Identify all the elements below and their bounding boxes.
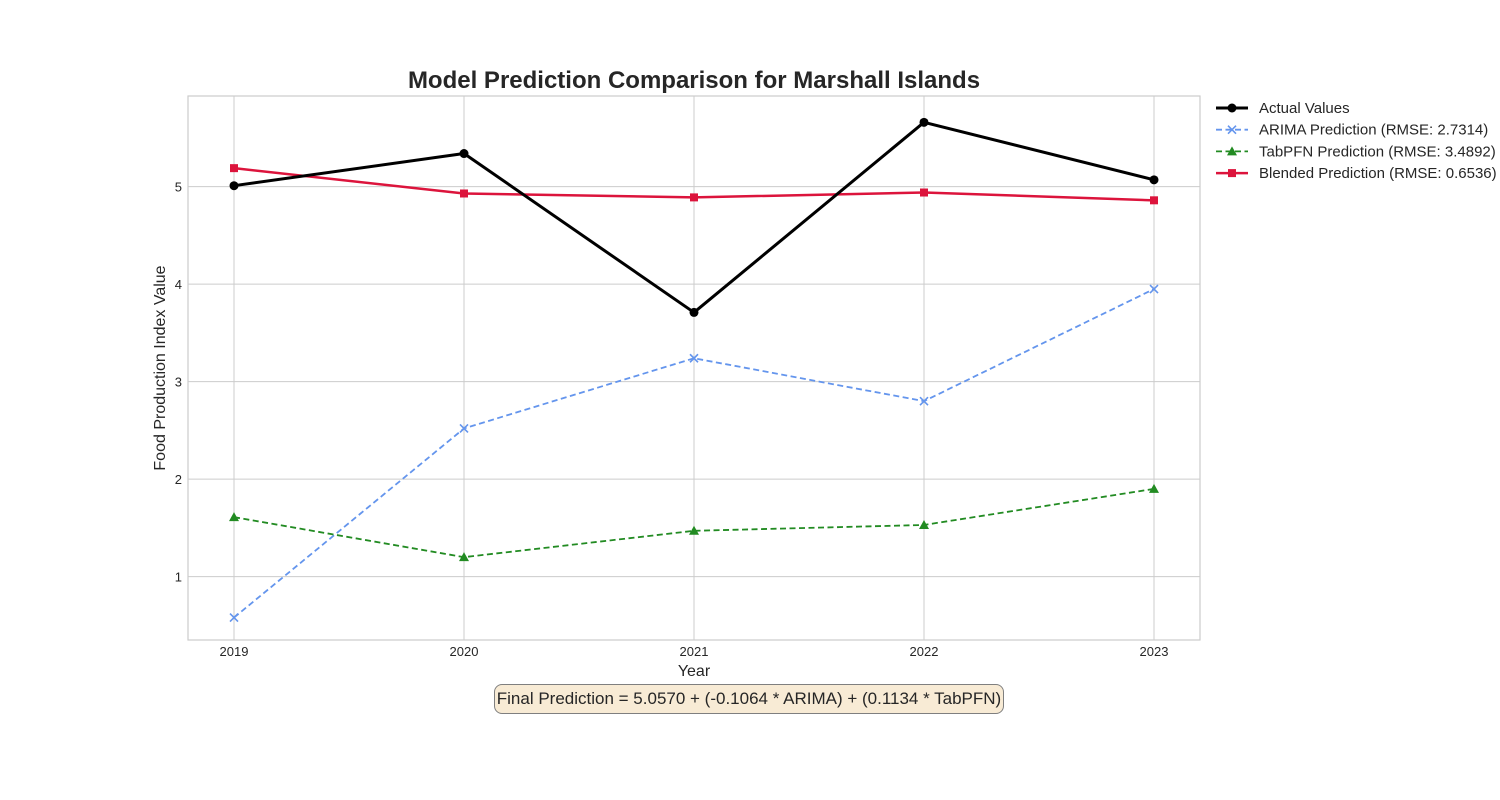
data-point	[229, 512, 239, 522]
y-tick-label: 1	[175, 570, 182, 585]
tick-labels: 2019 2020 2021 2022 2023 1 2 3 4 5	[175, 180, 1169, 659]
x-tick-label: 2022	[910, 644, 939, 659]
series-line	[233, 288, 1155, 619]
legend-marker	[1227, 103, 1237, 113]
x-tick-label: 2023	[1140, 644, 1169, 659]
legend-label: Blended Prediction (RMSE: 0.6536)	[1259, 165, 1497, 182]
y-tick-label: 2	[175, 472, 182, 487]
series-line	[233, 487, 1155, 559]
legend-marker	[1227, 146, 1237, 156]
series-1	[229, 284, 1159, 623]
data-point	[920, 188, 928, 197]
data-point	[1149, 284, 1159, 294]
data-point	[459, 552, 469, 562]
y-tick-label: 4	[175, 277, 182, 292]
data-point	[689, 525, 699, 535]
legend: Actual Values ARIMA Prediction (RMSE: 2.7…	[1216, 100, 1497, 182]
y-tick-label: 5	[175, 180, 182, 195]
data-point	[1149, 483, 1159, 493]
data-point	[230, 164, 238, 173]
data-point	[459, 423, 469, 434]
x-tick-label: 2019	[220, 644, 249, 659]
legend-label: TabPFN Prediction (RMSE: 3.4892)	[1259, 143, 1496, 160]
legend-entry: Actual Values	[1216, 100, 1350, 117]
grid	[188, 96, 1200, 640]
data-point	[689, 353, 699, 363]
data-point	[690, 193, 698, 202]
legend-label: ARIMA Prediction (RMSE: 2.7314)	[1259, 122, 1488, 139]
x-tick-label: 2021	[680, 644, 709, 659]
data-point	[229, 613, 239, 623]
data-point	[919, 519, 929, 529]
legend-label: Actual Values	[1259, 100, 1350, 117]
plot-frame	[187, 95, 1201, 641]
legend-entry: TabPFN Prediction (RMSE: 3.4892)	[1216, 143, 1496, 160]
data-point	[459, 149, 469, 159]
chart-title: Model Prediction Comparison for Marshall…	[408, 67, 980, 94]
data-point	[1150, 196, 1158, 205]
series-layer	[229, 117, 1159, 623]
series-2	[229, 483, 1159, 562]
legend-marker	[1227, 125, 1237, 135]
data-point	[919, 117, 929, 127]
data-point	[919, 396, 929, 406]
legend-entry: Blended Prediction (RMSE: 0.6536)	[1216, 165, 1497, 182]
x-axis-label: Year	[678, 663, 711, 680]
data-point	[689, 307, 699, 317]
series-3	[230, 164, 1158, 205]
legend-entry: ARIMA Prediction (RMSE: 2.7314)	[1216, 122, 1488, 139]
x-tick-label: 2020	[450, 644, 479, 659]
y-axis-label: Food Production Index Value	[152, 265, 169, 470]
data-point	[1149, 175, 1159, 185]
y-tick-label: 3	[175, 375, 182, 390]
data-point	[229, 181, 239, 191]
legend-marker	[1228, 169, 1236, 178]
data-point	[460, 189, 468, 198]
final-prediction-formula: Final Prediction = 5.0570 + (-0.1064 * A…	[494, 684, 1004, 714]
series-0	[229, 117, 1159, 317]
